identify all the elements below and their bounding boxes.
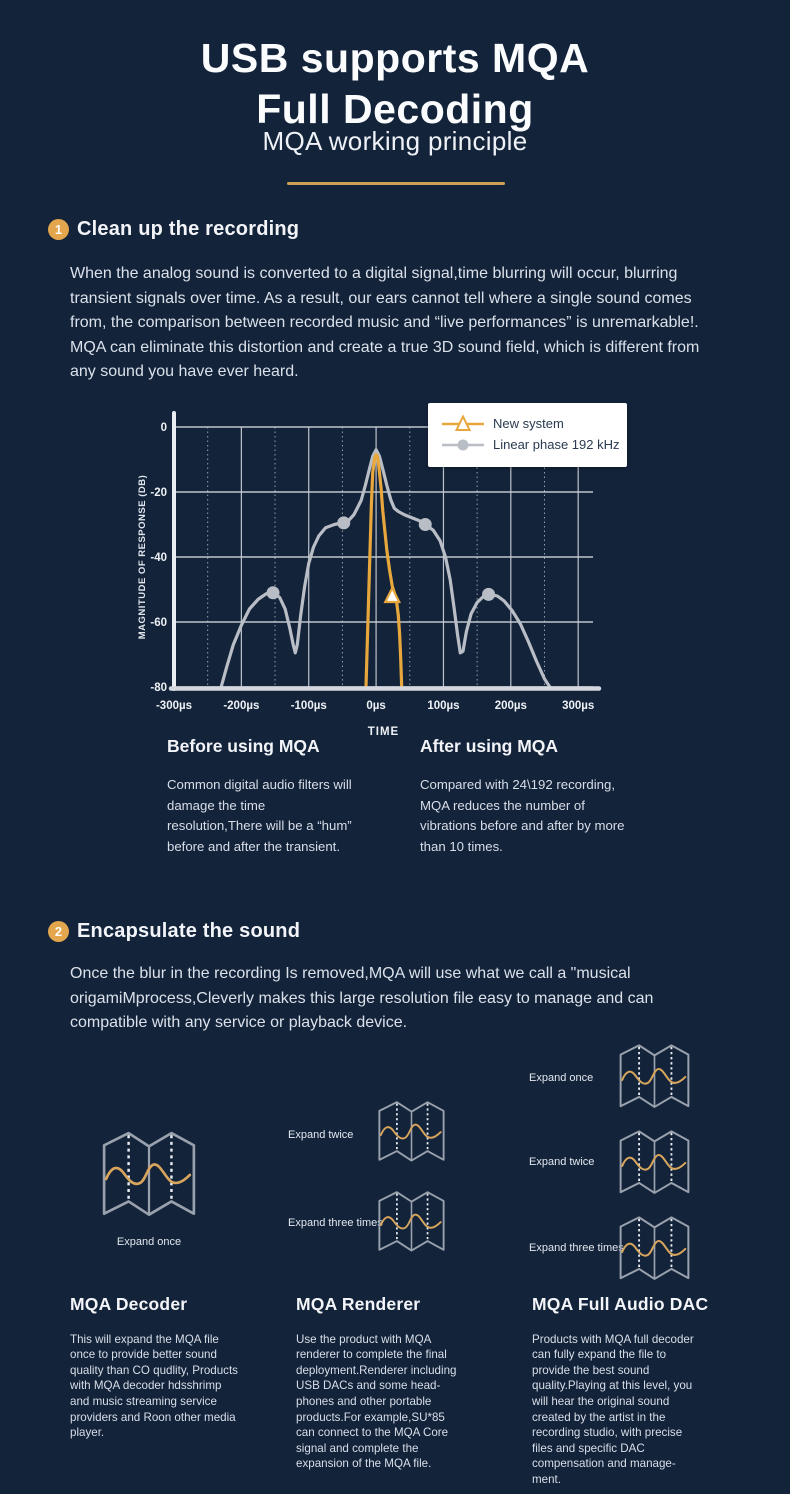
y-axis-label: MAGNITUDE OF RESPONSE (DB) [137,475,148,639]
section-1-body: When the analog sound is converted to a … [70,265,700,380]
section-2-body: Once the blur in the recording Is remove… [70,965,654,1031]
column-title-mqa-decoder: MQA Decoder [70,1294,188,1314]
section-1-number-badge: 1 [48,219,69,240]
section-2-number-badge: 2 [48,921,69,942]
column-title-mqa-renderer: MQA Renderer [296,1294,421,1314]
origami-fold-icon-dac-1 [616,1037,693,1123]
page-title-line2: Full Decoding [256,86,534,133]
legend-label: Linear phase 192 kHz [493,437,620,452]
expand-label: Expand once [529,1072,594,1084]
column-body-mqa-decoder: This will expand the MQA file once to pr… [70,1332,238,1440]
svg-text:300µs: 300µs [562,700,594,712]
legend-marker-icon [442,414,484,431]
expand-label: Expand once [116,1236,182,1248]
column-body-mqa-full-audio-dac: Products with MQA full decoder can fully… [532,1332,694,1486]
before-mqa-body: Common digital audio filters will damage… [167,777,352,854]
expand-label: Expand three times [529,1242,624,1254]
svg-text:-40: -40 [150,552,167,564]
svg-text:-200µs: -200µs [223,700,259,712]
svg-text:-100µs: -100µs [291,700,327,712]
page-title: USB supports MQA Full Decoding [0,33,790,135]
svg-text:-20: -20 [150,487,167,499]
page-subtitle: MQA working principle [262,126,528,156]
title-divider [287,182,505,185]
svg-text:0: 0 [161,422,167,434]
after-mqa-body: Compared with 24\192 recording, MQA redu… [420,777,625,854]
section-2-header: 2 Encapsulate the sound [48,920,300,943]
legend-marker-icon [442,439,484,450]
section-1-header: 1 Clean up the recording [48,218,299,241]
svg-text:0µs: 0µs [366,700,385,712]
section-2-heading: Encapsulate the sound [77,920,301,942]
origami-fold-icon-renderer-2 [375,1183,448,1267]
impulse-response-chart: -300µs -200µs -100µs 0µs 100µs 200µs 300µs 0 -20… [135,400,665,745]
section-1-heading: Clean up the recording [77,218,300,240]
origami-fold-icon-renderer-1 [375,1093,448,1177]
svg-text:100µs: 100µs [427,700,459,712]
before-mqa-title: Before using MQA [167,736,320,756]
expand-label: Expand twice [288,1129,354,1141]
x-axis-label: TIME [368,726,399,738]
legend-entry: Linear phase 192 kHz [441,434,627,455]
column-body-mqa-renderer: Use the product with MQA renderer to com… [296,1332,457,1471]
expand-label: Expand twice [529,1156,595,1168]
legend-entry: New system [441,413,627,434]
svg-text:-60: -60 [150,617,167,629]
origami-fold-icon-dac-2 [616,1123,693,1209]
legend-label: New system [493,416,564,431]
origami-fold-icon-dac-3 [616,1209,693,1295]
page-title-line1: USB supports MQA [200,35,590,82]
chart-legend: New system Linear phase 192 kHz [428,403,627,467]
svg-text:-300µs: -300µs [156,700,192,712]
origami-fold-icon-decoder [90,1128,208,1230]
svg-text:-80: -80 [150,682,167,694]
column-title-mqa-full-audio-dac: MQA Full Audio DAC [532,1294,709,1314]
svg-text:200µs: 200µs [495,700,527,712]
expand-label: Expand three times [288,1217,383,1229]
chart-plot-area: -300µs -200µs -100µs 0µs 100µs 200µs 300µs 0 -20… [137,411,602,738]
after-mqa-title: After using MQA [420,736,559,756]
